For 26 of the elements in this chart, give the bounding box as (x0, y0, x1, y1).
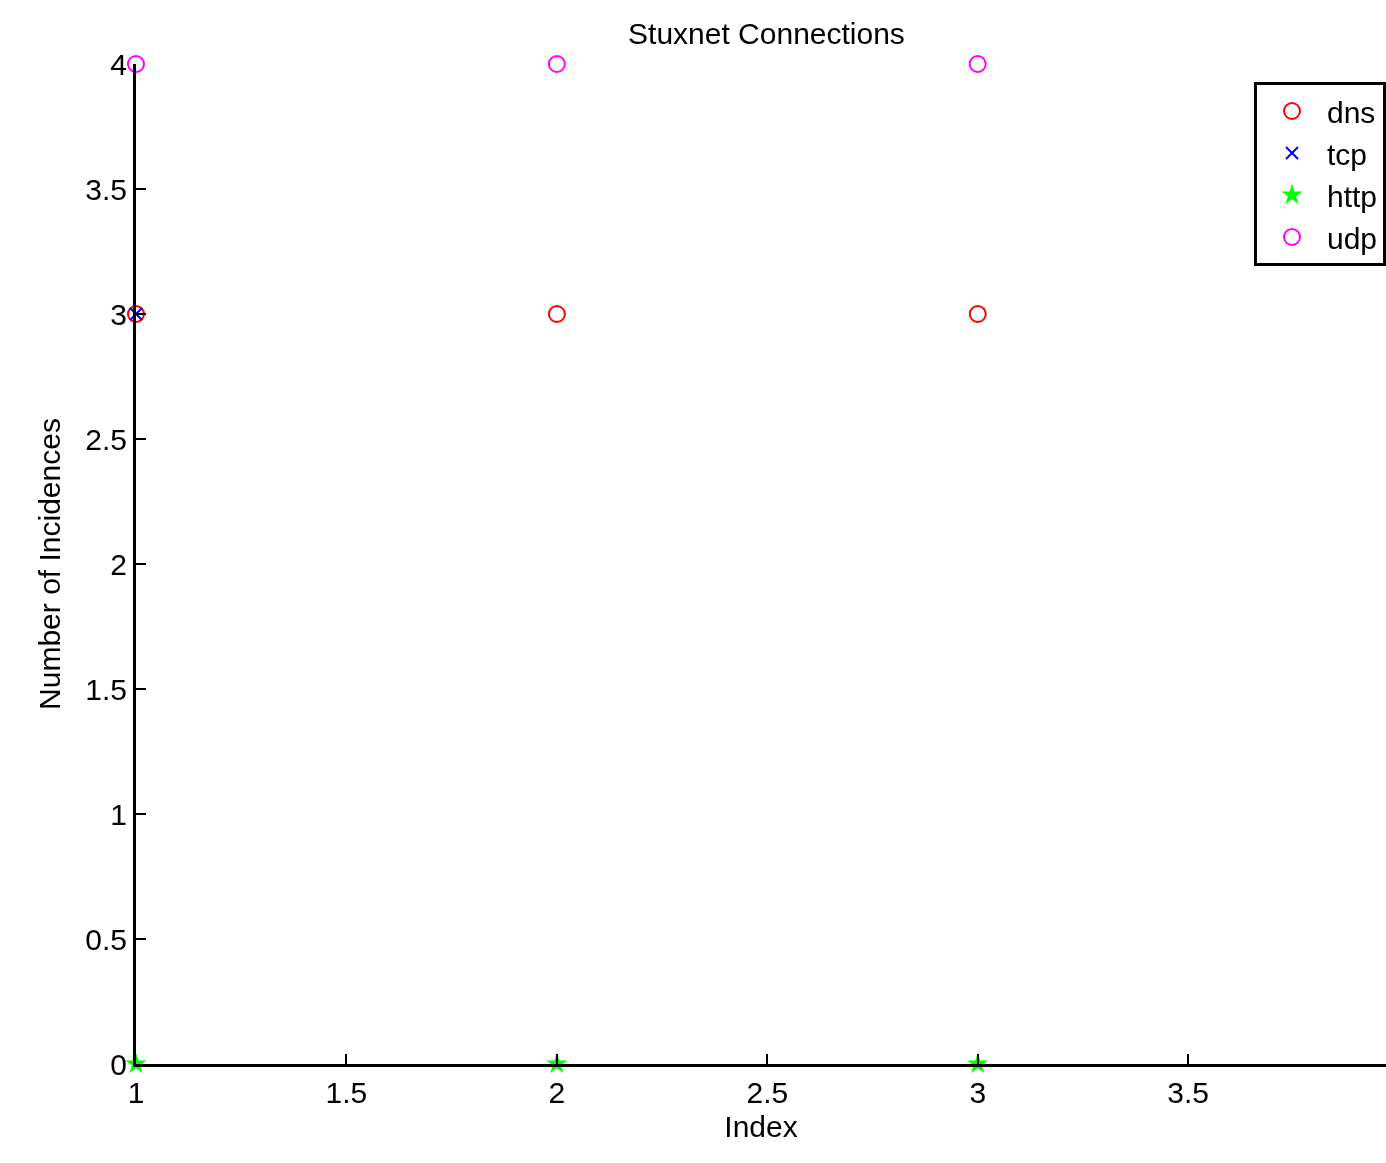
x-tick-label: 3.5 (1167, 1076, 1210, 1109)
legend-label: http (1327, 179, 1378, 213)
point (968, 305, 987, 323)
y-tick-label: 2 (110, 547, 127, 581)
x-tick-label: 1.5 (325, 1076, 368, 1109)
legend-label: udp (1327, 221, 1378, 255)
point (547, 305, 566, 323)
x-tick-label: 2 (548, 1076, 566, 1109)
legend-label: dns (1327, 95, 1376, 129)
x-tick-label: 3 (969, 1076, 987, 1109)
y-axis-title: Number of Incidences (33, 418, 67, 710)
x-tick-label: 2.5 (746, 1076, 789, 1109)
y-tick-label: 1.5 (85, 672, 127, 706)
point (968, 55, 987, 73)
y-tick-label: 4 (110, 47, 127, 81)
y-tick-label: 1 (110, 797, 127, 831)
point (547, 55, 566, 73)
y-tick-label: 2.5 (85, 422, 127, 456)
chart-title: Stuxnet Connections (628, 17, 905, 51)
y-tick-label: 0 (110, 1047, 127, 1081)
y-tick-label: 3.5 (85, 172, 127, 206)
legend-label: tcp (1327, 137, 1368, 171)
point (127, 55, 145, 73)
y-tick-label: 3 (110, 297, 127, 331)
x-axis-title: Index (724, 1109, 798, 1143)
y-tick-label: 0.5 (85, 922, 127, 956)
